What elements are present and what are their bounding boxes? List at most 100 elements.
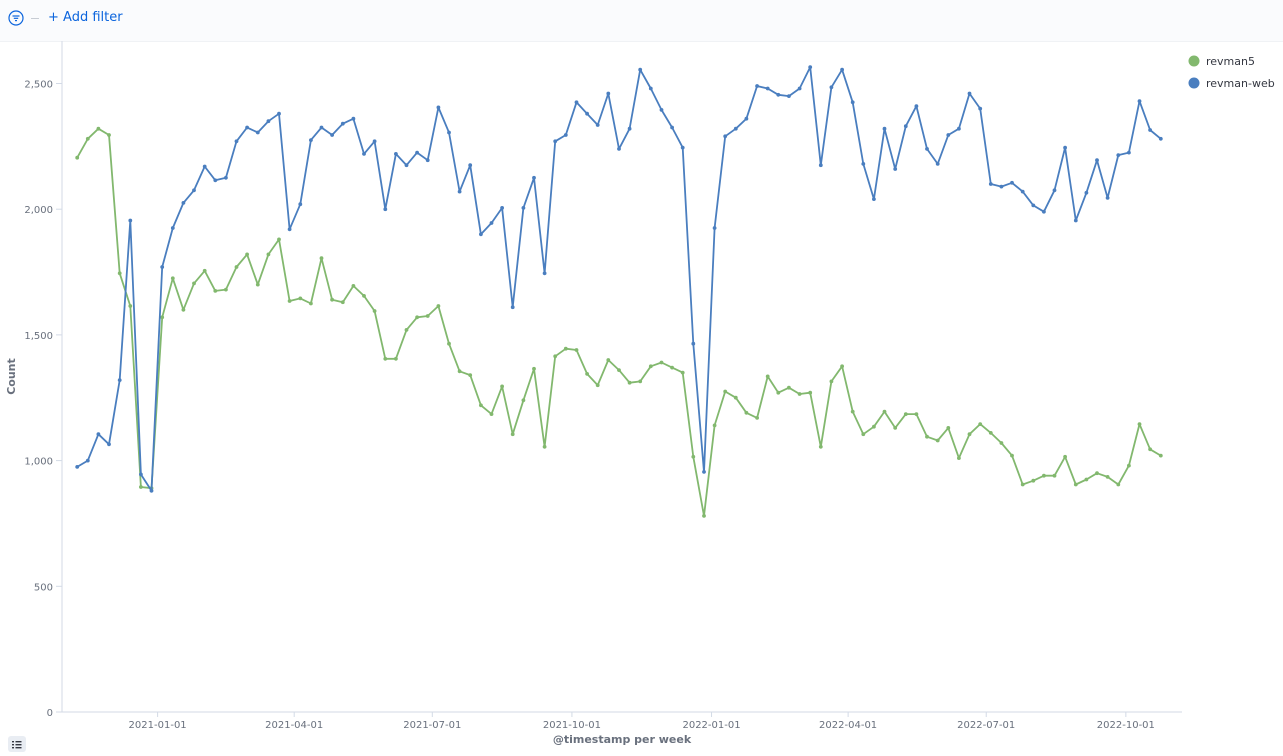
data-point-revman-web bbox=[648, 86, 653, 91]
data-point-revman-web bbox=[776, 92, 781, 97]
data-point-revman-web bbox=[255, 130, 260, 135]
data-point-revman5 bbox=[1095, 471, 1099, 476]
data-point-revman5 bbox=[287, 299, 292, 303]
data-point-revman-web bbox=[617, 147, 621, 151]
data-point-revman5 bbox=[510, 432, 515, 437]
data-point-revman-web bbox=[107, 442, 111, 447]
data-point-revman5 bbox=[872, 424, 876, 429]
data-point-revman5 bbox=[861, 432, 866, 437]
data-point-revman-web bbox=[319, 125, 324, 130]
data-point-revman-web bbox=[128, 218, 133, 223]
data-point-revman5 bbox=[765, 374, 770, 379]
data-point-revman-web bbox=[914, 104, 919, 108]
data-point-revman5 bbox=[117, 271, 122, 276]
data-point-revman-web bbox=[893, 167, 898, 171]
data-point-revman5 bbox=[744, 410, 749, 415]
data-point-revman-web bbox=[139, 472, 143, 477]
data-point-revman-web bbox=[967, 91, 972, 96]
list-icon bbox=[12, 741, 22, 749]
add-filter-button[interactable]: + Add filter bbox=[48, 10, 123, 25]
data-point-revman-web bbox=[659, 108, 664, 112]
data-point-revman5 bbox=[255, 282, 260, 287]
x-axis-title: @timestamp per week bbox=[553, 733, 692, 746]
data-point-revman-web bbox=[266, 119, 271, 124]
data-point-revman5 bbox=[436, 304, 441, 308]
data-point-revman-web bbox=[957, 126, 961, 131]
data-point-revman-web bbox=[1127, 150, 1131, 155]
data-point-revman-web bbox=[1063, 145, 1067, 150]
data-point-revman-web bbox=[468, 163, 473, 168]
data-point-revman-web bbox=[213, 178, 218, 183]
filter-icon[interactable] bbox=[8, 10, 24, 26]
data-point-revman5 bbox=[340, 300, 345, 305]
data-point-revman-web bbox=[712, 226, 717, 230]
x-tick-label: 2021-07-01 bbox=[403, 720, 461, 731]
data-point-revman5 bbox=[468, 373, 473, 377]
data-point-revman5 bbox=[787, 385, 791, 390]
data-point-revman-web bbox=[532, 175, 536, 180]
data-point-revman-web bbox=[1052, 188, 1057, 193]
data-point-revman5 bbox=[1073, 482, 1078, 487]
data-point-revman-web bbox=[383, 207, 388, 212]
data-point-revman5 bbox=[967, 432, 972, 437]
x-tick-label: 2022-10-01 bbox=[1097, 720, 1155, 731]
data-point-revman5 bbox=[840, 364, 844, 369]
filter-bar: + Add filter bbox=[0, 0, 1283, 42]
data-point-revman-web bbox=[978, 106, 983, 111]
data-point-revman-web bbox=[479, 232, 483, 237]
data-point-revman5 bbox=[691, 454, 696, 459]
data-point-revman-web bbox=[500, 206, 504, 210]
data-point-revman-web bbox=[372, 139, 377, 144]
data-point-revman5 bbox=[818, 444, 823, 449]
data-point-revman-web bbox=[946, 133, 951, 137]
data-point-revman5 bbox=[659, 360, 664, 365]
data-point-revman-web bbox=[638, 67, 643, 72]
data-point-revman5 bbox=[1127, 463, 1131, 468]
y-tick-label: 0 bbox=[47, 708, 53, 719]
series-line-revman5 bbox=[76, 127, 1162, 517]
data-point-revman-web bbox=[425, 158, 430, 163]
data-point-revman5 bbox=[702, 514, 706, 518]
data-point-revman5 bbox=[850, 409, 855, 414]
legend-toggle-button[interactable] bbox=[8, 736, 26, 752]
data-point-revman5 bbox=[574, 348, 579, 352]
data-point-revman-web bbox=[1020, 189, 1025, 194]
data-point-revman5 bbox=[935, 438, 940, 443]
data-point-revman5 bbox=[957, 456, 961, 460]
data-point-revman-web bbox=[234, 139, 239, 144]
data-point-revman5 bbox=[457, 369, 462, 374]
data-point-revman5 bbox=[96, 126, 101, 131]
x-tick-label: 2021-04-01 bbox=[265, 720, 323, 731]
data-point-revman5 bbox=[946, 426, 951, 430]
y-axis-title: Count bbox=[5, 358, 18, 395]
data-point-revman-web bbox=[925, 147, 929, 151]
data-point-revman5 bbox=[776, 390, 781, 395]
data-point-revman5 bbox=[1020, 482, 1025, 487]
data-point-revman5 bbox=[999, 441, 1004, 445]
data-point-revman-web bbox=[1042, 209, 1046, 214]
data-point-revman5 bbox=[160, 315, 165, 320]
data-point-revman-web bbox=[340, 121, 345, 126]
data-point-revman5 bbox=[139, 485, 143, 489]
data-point-revman-web bbox=[882, 126, 887, 131]
data-point-revman5 bbox=[1031, 478, 1036, 483]
data-point-revman5 bbox=[670, 365, 674, 370]
legend-label-revman5: revman5 bbox=[1206, 55, 1255, 68]
data-point-revman-web bbox=[733, 126, 738, 131]
x-tick-label: 2021-01-01 bbox=[129, 720, 187, 731]
data-point-revman-web bbox=[415, 150, 419, 155]
data-point-revman-web bbox=[330, 133, 334, 137]
series-line-revman-web bbox=[76, 66, 1162, 492]
x-tick-label: 2021-10-01 bbox=[543, 720, 601, 731]
data-point-revman5 bbox=[309, 301, 313, 306]
data-point-revman5 bbox=[797, 392, 802, 396]
data-point-revman-web bbox=[850, 100, 855, 105]
data-point-revman-web bbox=[1137, 99, 1142, 103]
data-point-revman-web bbox=[553, 139, 558, 144]
data-point-revman5 bbox=[202, 268, 207, 273]
data-point-revman-web bbox=[808, 65, 813, 69]
data-point-revman-web bbox=[872, 197, 876, 202]
data-point-revman5 bbox=[394, 356, 398, 361]
y-tick-label: 500 bbox=[34, 582, 53, 593]
data-point-revman5 bbox=[425, 314, 430, 318]
